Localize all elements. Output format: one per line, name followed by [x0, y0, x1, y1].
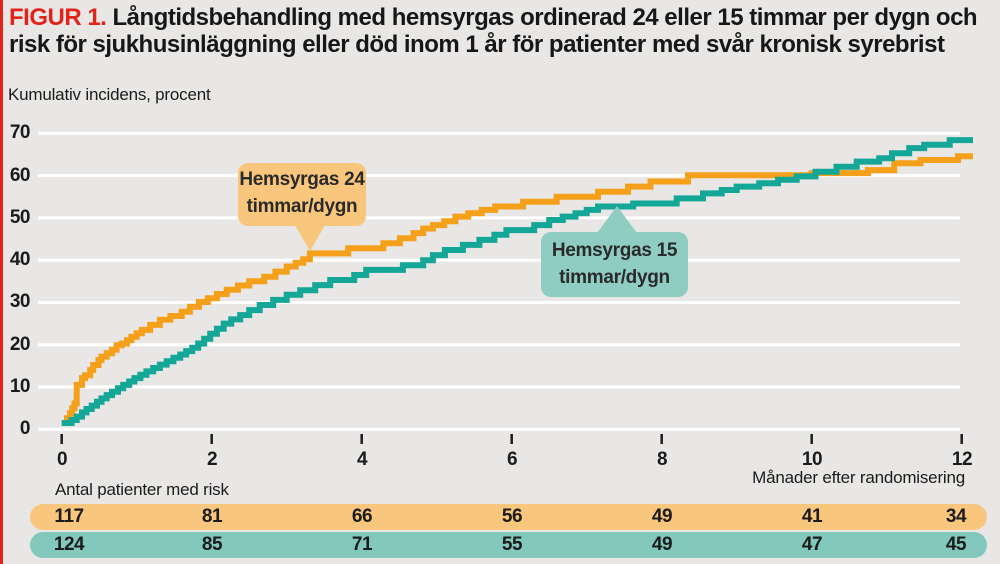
y-tick-label-50: 50 — [9, 207, 31, 228]
risk-value: 85 — [201, 534, 223, 555]
x-tick-label-6: 6 — [506, 449, 518, 470]
risk-value: 49 — [651, 534, 673, 555]
series-callout-hemsyrgas-24: Hemsyrgas 24 timmar/dygn — [238, 163, 366, 226]
risk-value: 117 — [54, 506, 84, 527]
risk-value: 47 — [801, 534, 823, 555]
x-tick-label-0: 0 — [56, 449, 68, 470]
risk-value: 71 — [351, 534, 373, 555]
callout-24-line2: timmar/dygn — [246, 196, 358, 217]
callout-24-pointer — [292, 220, 328, 251]
x-tick-label-4: 4 — [356, 449, 368, 470]
risk-value: 124 — [53, 534, 85, 555]
x-tick-label-8: 8 — [656, 449, 668, 470]
x-tick-label-10: 10 — [801, 449, 823, 470]
figure-title: Långtidsbehandling med hemsyrgas ordiner… — [9, 4, 978, 58]
risk-row-hemsyrgas-24: 117 81 66 56 49 41 34 — [30, 504, 987, 530]
x-tick-label-2: 2 — [206, 449, 218, 470]
risk-value: 66 — [351, 506, 373, 527]
callout-15-line1: Hemsyrgas 15 — [551, 240, 678, 261]
risk-value: 81 — [201, 506, 223, 527]
series-callout-hemsyrgas-15: Hemsyrgas 15 timmar/dygn — [541, 232, 688, 297]
y-tick-label-20: 20 — [9, 334, 31, 355]
y-tick-label-10: 10 — [9, 376, 31, 397]
step-curve-15 — [61, 137, 973, 426]
figure-number-label: FIGUR 1. — [9, 4, 107, 31]
callout-24-line1: Hemsyrgas 24 — [239, 169, 365, 190]
figure-title-block: FIGUR 1. Långtidsbehandling med hemsyrga… — [9, 4, 991, 58]
y-tick-label-60: 60 — [9, 165, 31, 186]
risk-value: 49 — [651, 506, 673, 527]
callout-15-line2: timmar/dygn — [559, 267, 670, 288]
y-tick-label-40: 40 — [9, 249, 31, 270]
x-tick-label-12: 12 — [951, 449, 973, 470]
risk-value: 55 — [501, 534, 523, 555]
step-curve-24 — [61, 153, 973, 426]
risk-value: 41 — [801, 506, 823, 527]
y-tick-label-30: 30 — [9, 291, 31, 312]
risk-value: 56 — [501, 506, 523, 527]
y-axis-title: Kumulativ incidens, procent — [8, 85, 211, 104]
risk-value: 45 — [945, 534, 967, 555]
risk-value: 34 — [945, 506, 967, 527]
x-axis-title: Månader efter randomisering — [752, 468, 965, 487]
risk-table-label: Antal patienter med risk — [55, 480, 229, 499]
callout-15-pointer — [597, 206, 637, 233]
y-tick-label-0: 0 — [19, 418, 31, 439]
y-tick-label-70: 70 — [9, 122, 31, 143]
red-accent-bar — [0, 0, 3, 564]
risk-row-hemsyrgas-15: 124 85 71 55 49 47 45 — [30, 532, 987, 558]
